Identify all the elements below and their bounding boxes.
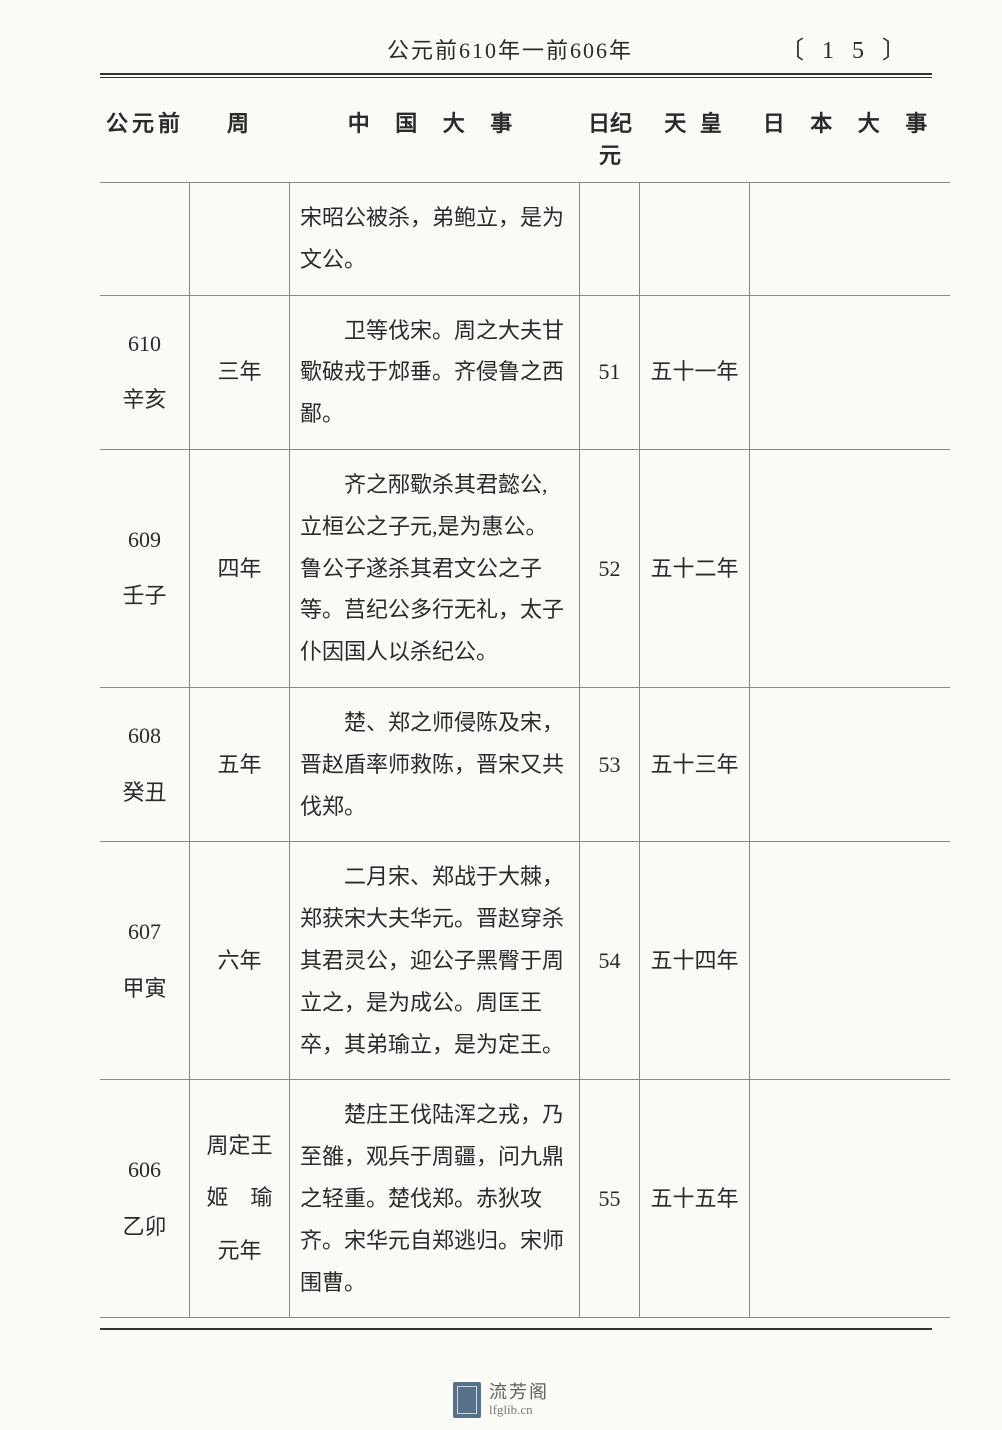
year-number: 606 <box>128 1146 161 1194</box>
year-number: 607 <box>128 908 161 956</box>
cell-zhou <box>190 183 290 296</box>
year-number: 609 <box>128 516 161 564</box>
cell-tennou <box>640 183 750 296</box>
watermark: 流芳阁 lfglib.cn <box>453 1382 549 1418</box>
cell-zhou: 五年 <box>190 688 290 842</box>
ganzhi: 甲寅 <box>122 965 166 1013</box>
cell-jp-era: 53 <box>580 688 640 842</box>
event-text: 卫等伐宋。周之大夫甘歜破戎于邥垂。齐侵鲁之西鄙。 <box>300 310 569 435</box>
cell-china-event: 楚、郑之师侵陈及宋，晋赵盾率师救陈，晋宋又共伐郑。 <box>290 688 580 842</box>
cell-japan-event <box>750 842 950 1080</box>
col-header-bce: 公元前 <box>100 98 190 183</box>
cell-zhou: 周定王 姬 瑜 元年 <box>190 1080 290 1318</box>
cell-jp-era: 54 <box>580 842 640 1080</box>
cell-tennou: 五十二年 <box>640 450 750 688</box>
cell-japan-event <box>750 1080 950 1318</box>
event-text: 楚、郑之师侵陈及宋，晋赵盾率师救陈，晋宋又共伐郑。 <box>300 702 569 827</box>
chronology-table: 公元前 周 中 国 大 事 日纪元 天 皇 日 本 大 事 宋昭公被杀，弟鲍立，… <box>100 98 932 1318</box>
ganzhi: 乙卯 <box>122 1203 166 1251</box>
cell-japan-event <box>750 296 950 450</box>
cell-zhou: 六年 <box>190 842 290 1080</box>
cell-tennou: 五十三年 <box>640 688 750 842</box>
cell-year: 608 癸丑 <box>100 688 190 842</box>
ganzhi: 辛亥 <box>122 376 166 424</box>
col-header-china-events: 中 国 大 事 <box>290 98 580 183</box>
col-header-jp-era: 日纪元 <box>580 98 640 183</box>
cell-year: 606 乙卯 <box>100 1080 190 1318</box>
cell-tennou: 五十一年 <box>640 296 750 450</box>
cell-jp-era: 55 <box>580 1080 640 1318</box>
cell-japan-event <box>750 183 950 296</box>
cell-china-event: 二月宋、郑战于大棘，郑获宋大夫华元。晋赵穿杀其君灵公，迎公子黑臀于周立之，是为成… <box>290 842 580 1080</box>
header-rule <box>100 73 932 78</box>
ganzhi: 癸丑 <box>122 769 166 817</box>
cell-year: 610 辛亥 <box>100 296 190 450</box>
event-text: 齐之邴歜杀其君懿公,立桓公之子元,是为惠公。鲁公子遂杀其君文公之子等。莒纪公多行… <box>300 464 569 673</box>
watermark-text: 流芳阁 lfglib.cn <box>489 1383 549 1417</box>
footer-rule <box>100 1328 932 1330</box>
cell-jp-era: 51 <box>580 296 640 450</box>
cell-china-event: 齐之邴歜杀其君懿公,立桓公之子元,是为惠公。鲁公子遂杀其君文公之子等。莒纪公多行… <box>290 450 580 688</box>
col-header-zhou: 周 <box>190 98 290 183</box>
ganzhi: 壬子 <box>122 572 166 620</box>
cell-china-event: 宋昭公被杀，弟鲍立，是为文公。 <box>290 183 580 296</box>
year-number: 610 <box>128 320 161 368</box>
watermark-url: lfglib.cn <box>489 1403 549 1417</box>
event-text: 宋昭公被杀，弟鲍立，是为文公。 <box>300 197 569 281</box>
zhou-reign: 周定王 姬 瑜 元年 <box>206 1120 272 1278</box>
header-title: 公元前610年一前606年 <box>240 33 780 65</box>
event-text: 楚庄王伐陆浑之戎，乃至雒，观兵于周疆，问九鼎之轻重。楚伐郑。赤狄攻齐。宋华元自郑… <box>300 1094 569 1303</box>
cell-jp-era: 52 <box>580 450 640 688</box>
cell-year <box>100 183 190 296</box>
col-header-japan-events: 日 本 大 事 <box>750 98 950 183</box>
year-number: 608 <box>128 712 161 760</box>
cell-jp-era <box>580 183 640 296</box>
cell-china-event: 卫等伐宋。周之大夫甘歜破戎于邥垂。齐侵鲁之西鄙。 <box>290 296 580 450</box>
event-text: 二月宋、郑战于大棘，郑获宋大夫华元。晋赵穿杀其君灵公，迎公子黑臀于周立之，是为成… <box>300 856 569 1065</box>
cell-year: 609 壬子 <box>100 450 190 688</box>
cell-china-event: 楚庄王伐陆浑之戎，乃至雒，观兵于周疆，问九鼎之轻重。楚伐郑。赤狄攻齐。宋华元自郑… <box>290 1080 580 1318</box>
book-icon <box>453 1382 481 1418</box>
watermark-title: 流芳阁 <box>489 1383 549 1403</box>
cell-tennou: 五十五年 <box>640 1080 750 1318</box>
cell-japan-event <box>750 450 950 688</box>
cell-year: 607 甲寅 <box>100 842 190 1080</box>
col-header-tennou: 天 皇 <box>640 98 750 183</box>
page-number: 〔 1 5 〕 <box>780 30 912 65</box>
page-container: 公元前610年一前606年 〔 1 5 〕 公元前 周 中 国 大 事 日纪元 … <box>0 0 1002 1430</box>
page-header: 公元前610年一前606年 〔 1 5 〕 <box>100 30 932 65</box>
cell-zhou: 三年 <box>190 296 290 450</box>
cell-japan-event <box>750 688 950 842</box>
cell-tennou: 五十四年 <box>640 842 750 1080</box>
cell-zhou: 四年 <box>190 450 290 688</box>
